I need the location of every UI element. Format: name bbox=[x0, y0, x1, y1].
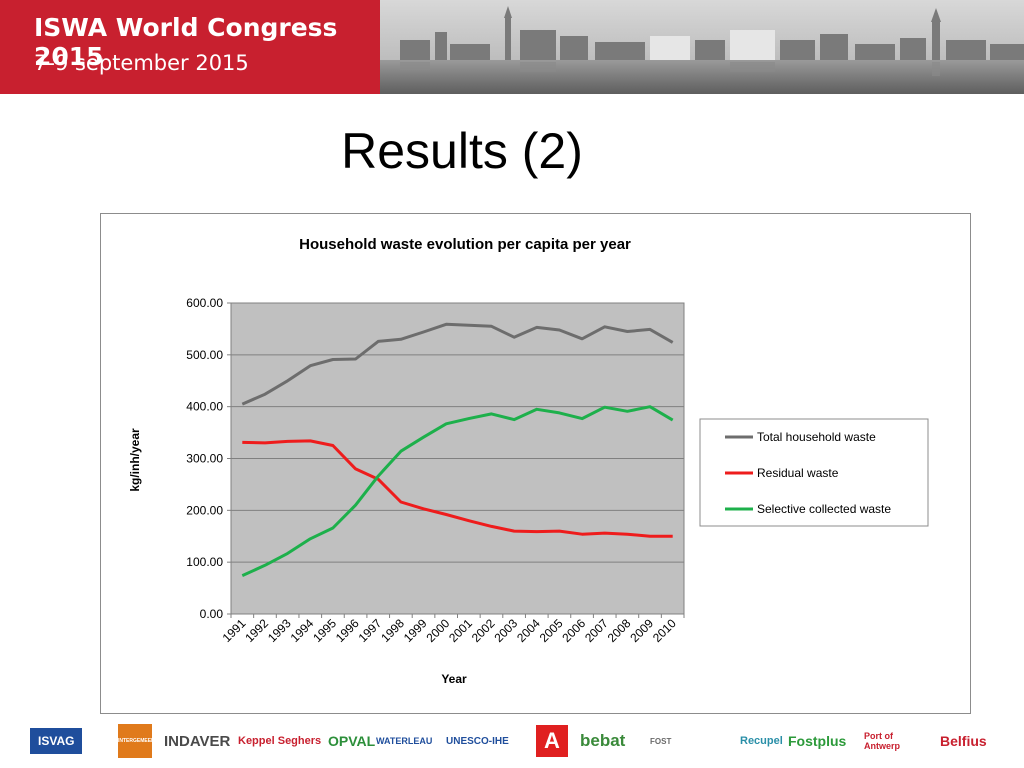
skyline-photo bbox=[380, 0, 1024, 94]
line-chart: Household waste evolution per capita per… bbox=[128, 236, 929, 686]
x-tick-label: 2000 bbox=[424, 616, 453, 645]
legend: Total household waste Residual waste Selec… bbox=[699, 418, 929, 527]
legend-items: Total household waste Residual waste Selec… bbox=[725, 430, 891, 516]
congress-title: ISWA World Congress 2015 bbox=[34, 13, 338, 71]
y-tick-label: 500.00 bbox=[186, 348, 223, 362]
sponsor-logo-isvag: ISVAG bbox=[30, 726, 83, 756]
sponsor-logo-keppel-seghers: Keppel Seghers bbox=[238, 726, 321, 756]
sponsor-logo-antwerp-a: A bbox=[536, 725, 568, 757]
legend-label: Residual waste bbox=[757, 466, 839, 480]
x-tick-label: 1991 bbox=[220, 616, 249, 645]
sponsor-name: bebat bbox=[580, 731, 626, 750]
sponsor-logo-opval: OPVAL bbox=[328, 726, 375, 756]
legend-label: Total household waste bbox=[757, 430, 876, 444]
sponsor-name: ISVAG bbox=[30, 728, 83, 754]
x-tick-label: 1992 bbox=[242, 616, 271, 645]
x-tick-label: 2001 bbox=[446, 616, 475, 645]
x-tick-label: 2009 bbox=[627, 616, 656, 645]
x-tick-label: 2005 bbox=[537, 616, 566, 645]
series-line-1 bbox=[242, 439, 673, 538]
sponsor-logo-fost: FOST bbox=[650, 726, 671, 756]
sponsor-name: UNESCO-IHE bbox=[446, 735, 509, 747]
sponsor-logo-indaver: INDAVER bbox=[164, 726, 230, 756]
x-tick-label: 1999 bbox=[401, 616, 430, 645]
y-axis-label: kg/inh/year bbox=[128, 428, 142, 492]
series-lines bbox=[241, 322, 674, 577]
x-tick-label: 2008 bbox=[605, 616, 634, 645]
sponsor-name: FOST bbox=[650, 736, 672, 746]
chart-title: Household waste evolution per capita per… bbox=[299, 236, 631, 253]
congress-dates: 7-9 september 2015 bbox=[34, 51, 249, 75]
x-tick-label: 1994 bbox=[288, 616, 317, 645]
chart-container: Household waste evolution per capita per… bbox=[100, 213, 971, 714]
x-axis-label: Year bbox=[441, 672, 467, 686]
x-axis-ticks: 1991199219931994199519961997199819992000… bbox=[220, 614, 685, 645]
sponsor-name: INDAVER bbox=[164, 732, 231, 750]
sponsor-logo-bebat: bebat bbox=[580, 726, 625, 756]
sponsor-logo-intergemeentelijke: INTERGEMEENTELIJKE bbox=[118, 724, 152, 758]
sponsor-name: INTERGEMEENTELIJKE bbox=[118, 724, 152, 758]
y-tick-label: 600.00 bbox=[186, 296, 223, 310]
header-banner: ISWA World Congress 2015 7-9 september 2… bbox=[0, 0, 1024, 94]
sponsor-name: Port of Antwerp bbox=[864, 731, 900, 751]
series-line-0 bbox=[241, 322, 674, 406]
y-tick-label: 400.00 bbox=[186, 400, 223, 414]
x-tick-label: 1997 bbox=[356, 616, 385, 645]
x-tick-label: 1998 bbox=[378, 616, 407, 645]
y-tick-label: 300.00 bbox=[186, 452, 223, 466]
x-tick-label: 1995 bbox=[310, 616, 339, 645]
slide-title: Results (2) bbox=[341, 123, 583, 179]
y-tick-label: 0.00 bbox=[200, 607, 224, 621]
sponsor-logo-fostplus: Fostplus bbox=[788, 726, 846, 756]
y-tick-label: 100.00 bbox=[186, 555, 223, 569]
sponsor-name: A bbox=[536, 725, 568, 757]
sponsor-logo-port-of-antwerp: Port of Antwerp bbox=[864, 726, 928, 756]
x-tick-label: 2002 bbox=[469, 616, 498, 645]
sponsor-name: OPVAL bbox=[328, 733, 376, 749]
sponsor-name: Keppel Seghers bbox=[238, 735, 322, 747]
sponsor-logo-waterleau: WATERLEAU bbox=[376, 726, 432, 756]
sponsor-name: Recupel bbox=[740, 735, 783, 747]
sponsor-name: Belfius bbox=[940, 733, 987, 749]
sponsor-logo-strip: ISVAG INTERGEMEENTELIJKE INDAVER Keppel … bbox=[0, 712, 1024, 768]
sponsor-logo-belfius: Belfius bbox=[940, 726, 987, 756]
sponsor-name: Fostplus bbox=[788, 733, 847, 749]
x-tick-label: 2007 bbox=[582, 616, 611, 645]
banner-red-panel: ISWA World Congress 2015 7-9 september 2… bbox=[0, 0, 380, 94]
x-tick-label: 2010 bbox=[650, 616, 679, 645]
gridlines bbox=[231, 354, 684, 563]
x-tick-label: 1993 bbox=[265, 616, 294, 645]
sponsor-name: WATERLEAU bbox=[376, 736, 433, 746]
y-axis-ticks: 0.00 100.00 200.00 300.00 400.00 500.00 600.00 bbox=[186, 296, 231, 621]
y-tick-label: 200.00 bbox=[186, 503, 223, 517]
sponsor-logo-unesco-ihe: UNESCO-IHE bbox=[446, 726, 509, 756]
x-tick-label: 1996 bbox=[333, 616, 362, 645]
x-tick-label: 2004 bbox=[514, 616, 543, 645]
series-line-2 bbox=[241, 405, 674, 577]
x-tick-label: 2006 bbox=[559, 616, 588, 645]
x-tick-label: 2003 bbox=[491, 616, 520, 645]
legend-label: Selective collected waste bbox=[757, 502, 891, 516]
sponsor-logo-recupel: Recupel bbox=[740, 726, 783, 756]
